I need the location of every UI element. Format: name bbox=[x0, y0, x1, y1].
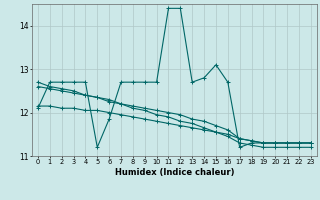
X-axis label: Humidex (Indice chaleur): Humidex (Indice chaleur) bbox=[115, 168, 234, 177]
